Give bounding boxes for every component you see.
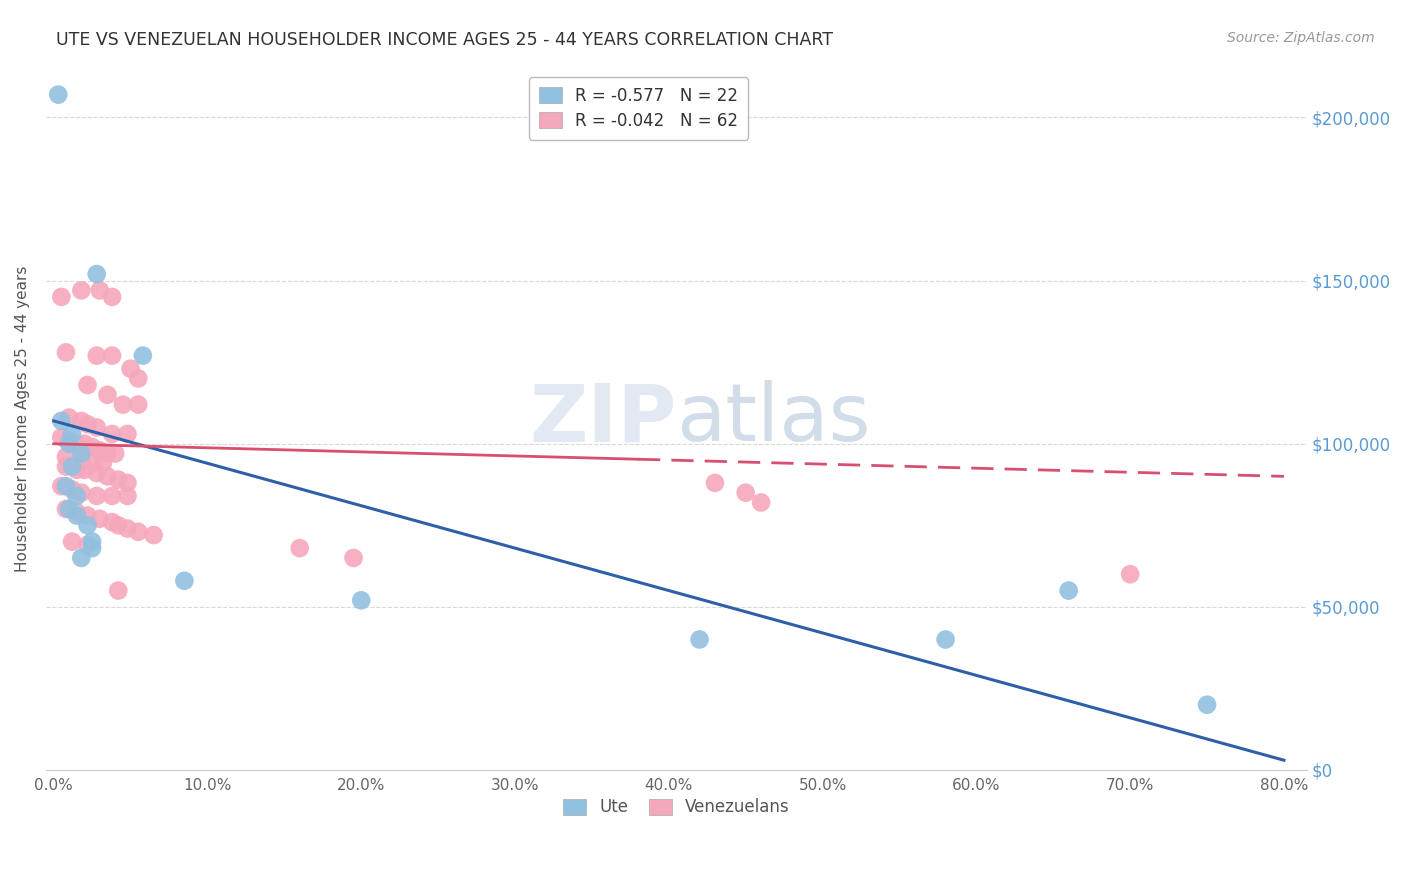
Point xyxy=(58,410,80,425)
Point xyxy=(46,87,69,102)
Point xyxy=(82,456,104,470)
Point xyxy=(89,512,111,526)
Point xyxy=(82,534,104,549)
Point xyxy=(86,420,108,434)
Point xyxy=(60,534,83,549)
Point xyxy=(101,349,124,363)
Point xyxy=(86,466,108,480)
Point xyxy=(703,475,725,490)
Point xyxy=(127,524,149,539)
Point xyxy=(89,443,111,458)
Point xyxy=(66,505,89,519)
Point xyxy=(117,475,139,490)
Point xyxy=(70,453,93,467)
Point xyxy=(173,574,195,588)
Point xyxy=(935,632,957,647)
Point xyxy=(73,436,96,450)
Point xyxy=(350,593,373,607)
Point xyxy=(82,440,104,454)
Legend: Ute, Venezuelans: Ute, Venezuelans xyxy=(555,790,799,825)
Point xyxy=(51,414,73,428)
Point xyxy=(86,349,108,363)
Point xyxy=(127,398,149,412)
Point xyxy=(734,485,756,500)
Point xyxy=(82,541,104,556)
Point xyxy=(288,541,311,556)
Point xyxy=(89,284,111,298)
Point xyxy=(86,489,108,503)
Point xyxy=(127,371,149,385)
Point xyxy=(689,632,711,647)
Point xyxy=(60,483,83,497)
Point xyxy=(51,479,73,493)
Point xyxy=(70,485,93,500)
Point xyxy=(101,290,124,304)
Point xyxy=(142,528,165,542)
Point xyxy=(101,426,124,441)
Point xyxy=(117,489,139,503)
Point xyxy=(132,349,155,363)
Point xyxy=(60,426,83,441)
Point xyxy=(55,459,77,474)
Point xyxy=(104,446,127,460)
Point xyxy=(107,583,129,598)
Point xyxy=(91,456,114,470)
Point xyxy=(96,388,118,402)
Point xyxy=(55,345,77,359)
Point xyxy=(51,430,73,444)
Point xyxy=(117,522,139,536)
Point xyxy=(58,434,80,448)
Point xyxy=(76,508,98,523)
Point xyxy=(66,489,89,503)
Text: Source: ZipAtlas.com: Source: ZipAtlas.com xyxy=(1227,31,1375,45)
Y-axis label: Householder Income Ages 25 - 44 years: Householder Income Ages 25 - 44 years xyxy=(15,266,30,573)
Point xyxy=(96,469,118,483)
Point xyxy=(1057,583,1080,598)
Point xyxy=(76,417,98,432)
Point xyxy=(120,361,142,376)
Point xyxy=(58,436,80,450)
Point xyxy=(70,550,93,565)
Point xyxy=(66,463,89,477)
Point xyxy=(58,502,80,516)
Point xyxy=(51,290,73,304)
Point xyxy=(342,550,364,565)
Point xyxy=(101,489,124,503)
Point xyxy=(107,518,129,533)
Point xyxy=(70,414,93,428)
Point xyxy=(55,479,77,493)
Point xyxy=(1119,567,1142,582)
Point xyxy=(70,284,93,298)
Text: atlas: atlas xyxy=(676,380,870,458)
Point xyxy=(96,446,118,460)
Point xyxy=(101,515,124,529)
Point xyxy=(76,518,98,533)
Point xyxy=(117,426,139,441)
Text: UTE VS VENEZUELAN HOUSEHOLDER INCOME AGES 25 - 44 YEARS CORRELATION CHART: UTE VS VENEZUELAN HOUSEHOLDER INCOME AGE… xyxy=(56,31,834,49)
Point xyxy=(107,473,129,487)
Point xyxy=(70,446,93,460)
Point xyxy=(76,378,98,392)
Point xyxy=(749,495,772,509)
Point xyxy=(55,502,77,516)
Point xyxy=(86,267,108,281)
Point xyxy=(60,459,83,474)
Point xyxy=(1197,698,1219,712)
Point xyxy=(111,398,134,412)
Point xyxy=(66,508,89,523)
Point xyxy=(55,450,77,464)
Point xyxy=(66,436,89,450)
Point xyxy=(73,463,96,477)
Point xyxy=(76,538,98,552)
Text: ZIP: ZIP xyxy=(529,380,676,458)
